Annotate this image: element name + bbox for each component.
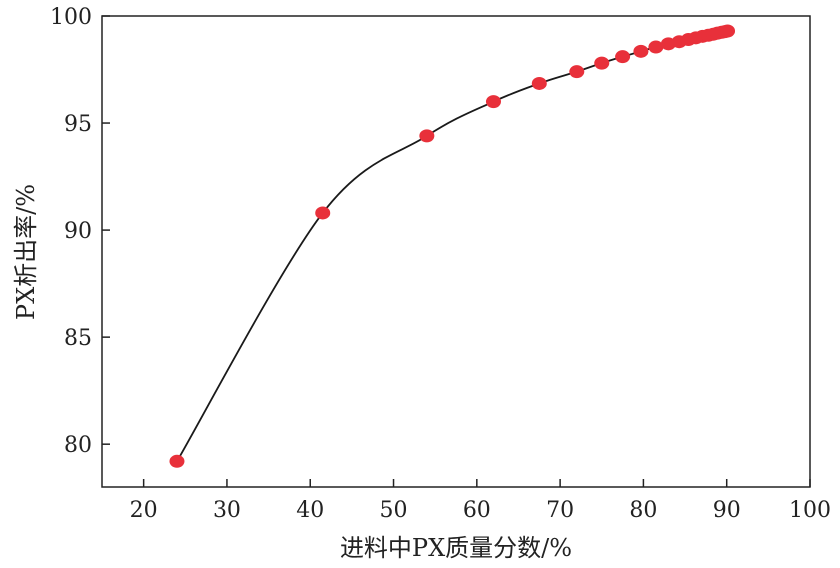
data-point <box>633 44 649 58</box>
plot-area <box>169 24 736 468</box>
data-point <box>648 40 664 54</box>
x-tick-label: 70 <box>546 498 574 523</box>
x-axis-title: 进料中PX质量分数/% <box>340 534 572 562</box>
data-point <box>485 95 501 109</box>
x-tick-label: 30 <box>213 498 241 523</box>
series-line <box>176 30 728 462</box>
x-tick-label: 20 <box>130 498 158 523</box>
y-axis-title: PX析出率/% <box>12 184 40 320</box>
axis-ticks: 20 30 40 50 60 70 80 90 100 80 85 90 95 100 <box>50 5 831 523</box>
plot-frame <box>101 15 811 488</box>
x-tick-label: 90 <box>713 498 741 523</box>
y-tick-label: 90 <box>64 219 92 244</box>
data-point <box>569 65 585 79</box>
data-point <box>169 454 185 468</box>
y-tick-label: 95 <box>64 112 92 137</box>
y-tick-label: 100 <box>50 5 92 30</box>
data-point <box>594 56 610 70</box>
y-tick-label: 85 <box>64 326 92 351</box>
data-point <box>315 206 331 220</box>
x-tick-label: 50 <box>380 498 408 523</box>
x-tick-label: 60 <box>463 498 491 523</box>
x-tick-label: 40 <box>296 498 324 523</box>
x-tick-label: 80 <box>629 498 657 523</box>
data-point <box>720 24 736 38</box>
data-point <box>419 129 435 143</box>
x-tick-label: 100 <box>789 498 831 523</box>
data-point <box>531 76 547 90</box>
data-point <box>615 50 631 64</box>
y-tick-label: 80 <box>64 433 92 458</box>
